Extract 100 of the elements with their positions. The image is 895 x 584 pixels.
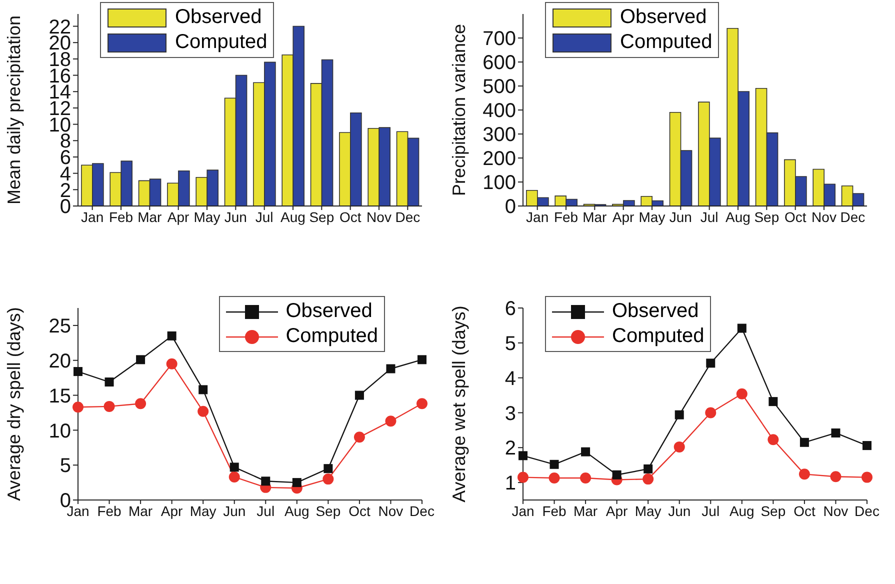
legend-label: Observed: [175, 5, 262, 30]
x-tick-label: Aug: [726, 208, 750, 225]
point: [385, 416, 396, 427]
x-tick-label: Jul: [256, 502, 275, 519]
point: [581, 447, 590, 456]
point: [580, 472, 592, 484]
x-tick-label: Aug: [284, 502, 310, 519]
point: [104, 378, 114, 387]
x-tick-label: Nov: [823, 502, 848, 519]
point: [798, 468, 810, 480]
legend-label: Observed: [286, 299, 372, 324]
x-tick-label: Mar: [138, 208, 162, 225]
point: [136, 355, 146, 364]
x-tick-label: May: [638, 208, 666, 225]
x-tick-label: Nov: [378, 502, 404, 519]
point: [642, 474, 654, 485]
x-tick-label: Jan: [81, 208, 104, 225]
point: [550, 460, 559, 469]
legend-label: Computed: [175, 30, 268, 55]
x-tick-label: Sep: [760, 502, 786, 519]
x-tick-label: Nov: [812, 208, 836, 225]
point: [166, 358, 178, 370]
point: [228, 471, 240, 482]
x-tick-label: Jan: [512, 502, 534, 519]
x-tick-label: Mar: [128, 502, 153, 519]
y-axis-title: Mean daily precipitation: [4, 15, 24, 205]
point: [386, 364, 396, 374]
point: [167, 331, 176, 340]
point: [198, 406, 209, 417]
point: [518, 451, 528, 460]
point: [674, 410, 684, 420]
point: [705, 407, 716, 418]
x-tick-label: Feb: [554, 208, 578, 225]
x-tick-label: Oct: [339, 208, 362, 225]
y-tick-label: 700: [482, 28, 516, 50]
point: [230, 462, 239, 472]
y-tick-label: 500: [482, 76, 516, 98]
y-tick-label: 4: [504, 368, 516, 390]
x-tick-label: Sep: [309, 208, 334, 225]
y-tick-label: 200: [482, 148, 516, 170]
x-tick-label: May: [190, 502, 216, 519]
x-tick-label: Nov: [366, 208, 392, 225]
x-tick-label: Mar: [573, 502, 598, 519]
point: [612, 470, 622, 480]
x-tick-label: Jan: [526, 208, 549, 225]
x-tick-label: Jul: [702, 502, 720, 519]
y-tick-label: 400: [482, 100, 516, 122]
point: [322, 474, 334, 485]
legend-label: Computed: [286, 324, 378, 349]
point: [72, 402, 84, 413]
y-tick-label: 5: [504, 333, 516, 356]
point: [768, 397, 778, 406]
point: [737, 324, 746, 333]
x-tick-label: Apr: [167, 208, 190, 225]
x-tick-label: Sep: [316, 502, 341, 519]
legend-label: Observed: [612, 299, 699, 324]
point: [862, 441, 872, 450]
point: [135, 398, 146, 410]
x-tick-label: Oct: [784, 208, 806, 225]
x-tick-label: Sep: [754, 208, 780, 225]
y-tick-label: 20: [48, 350, 71, 372]
x-tick-label: Jun: [669, 208, 692, 225]
y-tick-label: 6: [504, 298, 516, 320]
point: [736, 388, 748, 400]
x-tick-label: Jun: [668, 502, 691, 519]
x-tick-label: Feb: [97, 502, 122, 519]
x-tick-label: Apr: [606, 502, 628, 519]
y-tick-label: 25: [48, 316, 71, 338]
x-tick-label: May: [194, 208, 220, 225]
y-tick-label: 10: [48, 420, 71, 442]
point: [198, 385, 208, 394]
x-tick-label: Jul: [700, 208, 718, 225]
x-tick-label: Jul: [255, 208, 274, 225]
point: [104, 400, 115, 412]
y-tick-label: 3: [504, 402, 516, 425]
point: [674, 441, 685, 452]
y-tick-label: 100: [482, 172, 516, 194]
x-tick-label: Jun: [224, 208, 247, 225]
point: [768, 434, 779, 446]
y-tick-label: 2: [504, 438, 516, 460]
point: [831, 428, 840, 438]
x-tick-label: Dec: [840, 208, 866, 225]
x-tick-label: May: [634, 502, 662, 519]
x-tick-label: Apr: [160, 502, 184, 519]
legend-label: Computed: [612, 324, 704, 349]
y-tick-label: 300: [482, 124, 516, 146]
x-tick-label: Aug: [280, 208, 306, 225]
x-tick-label: Dec: [395, 208, 420, 225]
y-axis-title: Average wet spell (days): [449, 306, 469, 502]
point: [292, 478, 302, 488]
x-tick-label: Mar: [582, 208, 608, 225]
legend-label: Observed: [620, 5, 707, 30]
x-tick-label: Apr: [612, 208, 635, 225]
x-tick-label: Oct: [348, 502, 370, 519]
y-axis-title: Precipitation variance: [449, 24, 469, 196]
x-tick-label: Dec: [410, 502, 434, 519]
point: [416, 398, 428, 410]
point: [800, 438, 809, 447]
point: [324, 464, 333, 474]
x-tick-label: Dec: [854, 502, 880, 519]
